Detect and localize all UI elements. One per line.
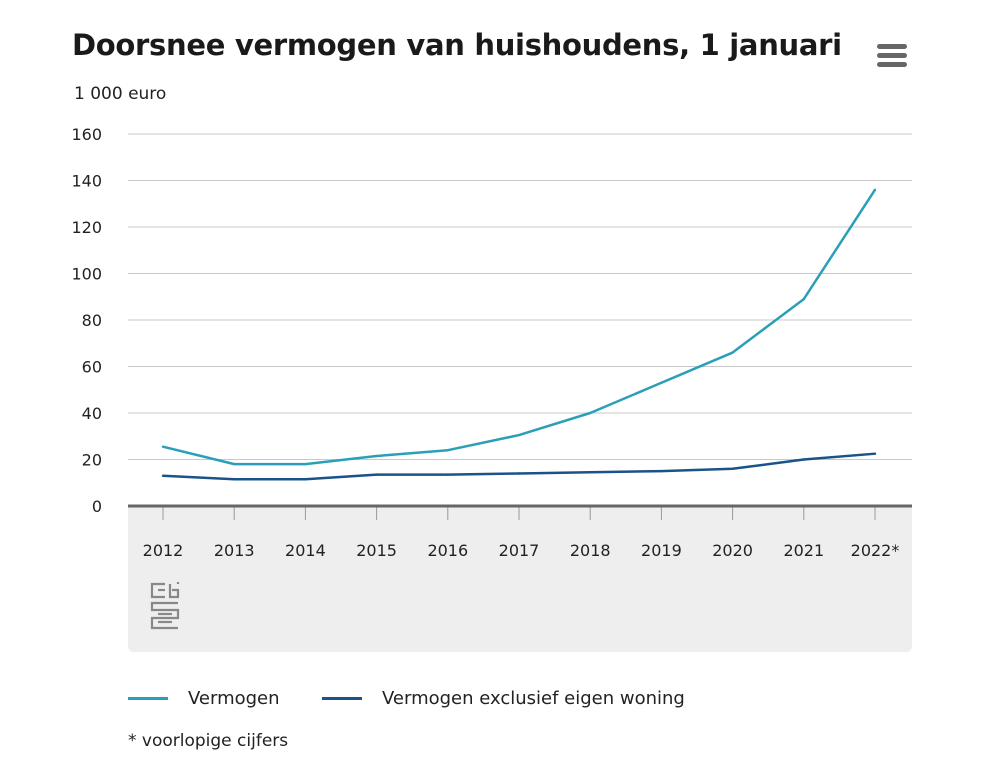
y-tick-label-20: 20 [82,451,102,470]
data-point-0-1[interactable] [233,462,236,466]
y-tick-label-0: 0 [92,497,102,516]
data-point-0-2[interactable] [304,462,307,466]
x-tick-label-9: 2021 [783,541,824,560]
chart-footer-background-top [128,506,912,516]
data-point-0-0[interactable] [161,445,165,448]
legend-label-vermogen-exclusief: Vermogen exclusief eigen woning [382,688,685,709]
data-point-0-6[interactable] [589,411,592,415]
y-axis-unit-label: 1 000 euro [74,84,167,104]
data-point-0-4[interactable] [446,449,449,452]
data-point-1-3[interactable] [375,473,378,476]
x-tick-label-10: 2022* [851,541,900,560]
y-tick-label-40: 40 [82,404,102,423]
y-axis-tick-labels: 0 20 40 60 80 100 120 140 160 [71,125,102,516]
x-tick-label-7: 2019 [641,541,682,560]
data-point-0-3[interactable] [375,454,378,458]
x-tick-label-5: 2017 [499,541,540,560]
x-tick-label-1: 2013 [214,541,255,560]
legend-swatch-vermogen [128,697,168,700]
y-tick-label-100: 100 [71,265,102,284]
y-tick-label-120: 120 [71,218,102,237]
x-tick-label-0: 2012 [143,541,184,560]
data-point-1-4[interactable] [446,473,449,476]
data-point-1-1[interactable] [233,478,236,481]
series-line-0[interactable] [162,189,877,466]
data-point-1-10[interactable] [873,452,877,455]
y-tick-label-160: 160 [71,125,102,144]
x-tick-label-6: 2018 [570,541,611,560]
footnote-voorlopige-cijfers: * voorlopige cijfers [128,731,289,751]
legend-label-vermogen: Vermogen [188,688,280,709]
legend-swatch-vermogen-exclusief [322,697,362,700]
series-line-1[interactable] [162,452,876,481]
y-tick-label-140: 140 [71,172,102,191]
data-point-0-10[interactable] [873,188,877,191]
x-tick-label-3: 2015 [356,541,397,560]
data-point-1-7[interactable] [660,469,663,473]
series-lines [161,188,877,481]
cbs-logo-icon [150,582,180,630]
data-point-1-9[interactable] [802,458,805,461]
hamburger-menu-icon[interactable] [874,44,910,74]
data-point-0-9[interactable] [802,297,805,301]
data-point-1-0[interactable] [161,474,165,477]
x-tick-label-4: 2016 [427,541,468,560]
y-tick-label-60: 60 [82,358,102,377]
legend-item-vermogen-exclusief[interactable]: Vermogen exclusief eigen woning [322,688,685,709]
x-tick-label-8: 2020 [712,541,753,560]
data-point-0-7[interactable] [660,381,663,384]
gridlines [128,133,912,460]
x-axis-tick-labels: 2012 2013 2014 2015 2016 2017 2018 2019 2020 2021… [143,506,900,560]
data-point-0-8[interactable] [731,351,734,354]
chart-footer-background [128,506,912,652]
chart-title: Doorsnee vermogen van huishoudens, 1 jan… [72,28,842,62]
data-point-1-5[interactable] [517,472,521,475]
data-point-1-2[interactable] [304,478,307,481]
data-point-0-5[interactable] [517,433,521,437]
x-tick-label-2: 2014 [285,541,326,560]
data-point-1-8[interactable] [731,467,734,470]
y-tick-label-80: 80 [82,311,102,330]
legend-item-vermogen[interactable]: Vermogen [128,688,280,709]
data-point-1-6[interactable] [589,471,592,474]
